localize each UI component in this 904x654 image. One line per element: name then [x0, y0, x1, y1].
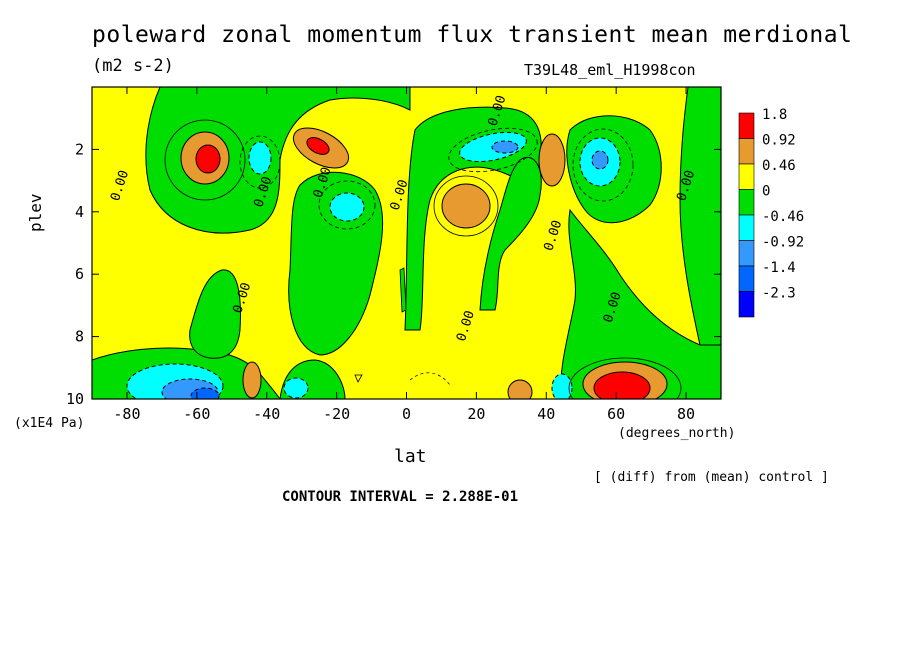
core-positive: [441, 183, 491, 229]
core-negative-min: [190, 387, 220, 399]
core-positive-max: [195, 144, 221, 174]
y-tick-label: 8: [75, 328, 84, 346]
core-positive-max: [306, 137, 330, 155]
core-positive: [507, 379, 533, 399]
x-axis-label: lat: [394, 446, 427, 467]
contour-line: [448, 127, 538, 173]
contour-line: [164, 119, 246, 201]
x-axis-ticks: -80 -60 -40 -20 0 20 40 60 80: [113, 87, 695, 423]
x-tick-label: 80: [677, 405, 695, 423]
core-negative: [248, 141, 272, 175]
legend-swatch: [738, 291, 755, 318]
contour-line: [399, 267, 407, 313]
contour-line: [354, 374, 363, 383]
legend-swatch: [738, 112, 755, 139]
legend-swatch: [738, 265, 755, 292]
contour-field: [92, 87, 721, 399]
legend-swatch: [738, 240, 755, 267]
core-positive-max: [593, 371, 651, 399]
core-negative: [551, 373, 573, 399]
x-tick-label: 40: [537, 405, 555, 423]
legend-label: 1.8: [762, 107, 787, 123]
legend-label: 0.92: [762, 133, 796, 149]
x-tick-label: 60: [607, 405, 625, 423]
legend-swatch: [738, 189, 755, 216]
legend-swatch: [738, 214, 755, 241]
core-negative: [491, 140, 519, 154]
region-negative: [404, 106, 542, 331]
core-positive: [242, 361, 262, 399]
legend-swatch: [738, 163, 755, 190]
x-tick-label: -20: [323, 405, 350, 423]
legend-label: -0.92: [762, 235, 804, 251]
x-tick-label: 0: [402, 405, 411, 423]
region-negative: [479, 157, 542, 311]
y-axis-units: (x1E4 Pa): [14, 416, 85, 431]
colorbar-legend: 1.8 0.92 0.46 0 -0.46 -0.92 -1.4 -2.3: [738, 107, 804, 318]
chart-title: poleward zonal momentum flux transient m…: [92, 22, 853, 48]
x-tick-label: 20: [467, 405, 485, 423]
region-negative: [288, 171, 384, 356]
region-negative: [189, 269, 241, 359]
contour-line: [318, 180, 376, 230]
core-negative: [283, 377, 309, 399]
y-tick-label: 2: [75, 140, 84, 158]
core-negative: [329, 192, 365, 222]
legend-label: 0: [762, 184, 770, 200]
y-axis-ticks: 2 4 6 8 10: [66, 140, 721, 408]
x-axis-units: (degrees_north): [618, 426, 736, 441]
legend-swatch: [738, 138, 755, 165]
y-tick-label: 6: [75, 265, 84, 283]
contour-line: [433, 175, 499, 237]
y-tick-label: 10: [66, 390, 84, 408]
region-negative: [559, 208, 721, 399]
x-tick-label: -40: [253, 405, 280, 423]
contour-line: [239, 135, 281, 189]
core-positive: [538, 133, 566, 187]
contour-line: [568, 357, 682, 399]
x-tick-label: -80: [113, 405, 140, 423]
core-negative: [591, 150, 609, 170]
x-tick-label: -60: [183, 405, 210, 423]
diff-note: [ (diff) from (mean) control ]: [594, 470, 829, 485]
contour-interval: CONTOUR INTERVAL = 2.288E-01: [282, 489, 519, 505]
legend-label: 0.46: [762, 158, 796, 174]
contour-line: [572, 128, 634, 202]
region-negative: [679, 87, 721, 346]
legend-label: -0.46: [762, 209, 804, 225]
run-id: T39L48_eml_H1998con: [524, 61, 696, 79]
legend-label: -2.3: [762, 286, 796, 302]
y-tick-label: 4: [75, 203, 84, 221]
chart-units: (m2 s-2): [92, 56, 174, 76]
legend-label: -1.4: [762, 260, 796, 276]
